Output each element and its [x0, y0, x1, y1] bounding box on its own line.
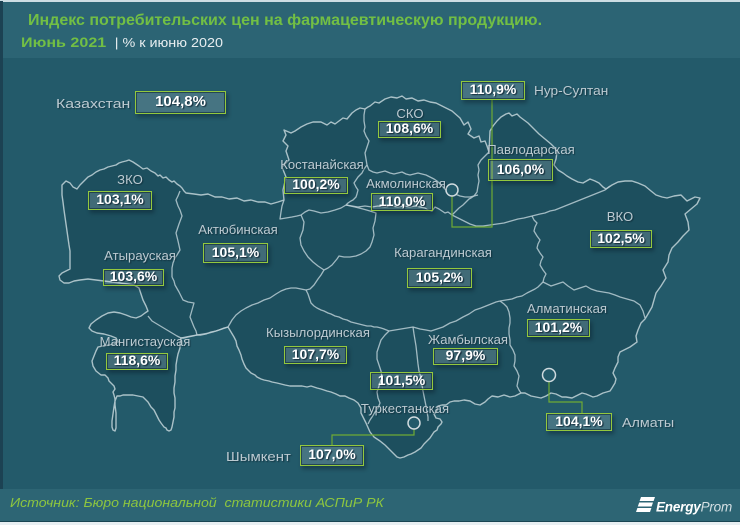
svg-text:EnergyProm: EnergyProm — [656, 500, 732, 515]
